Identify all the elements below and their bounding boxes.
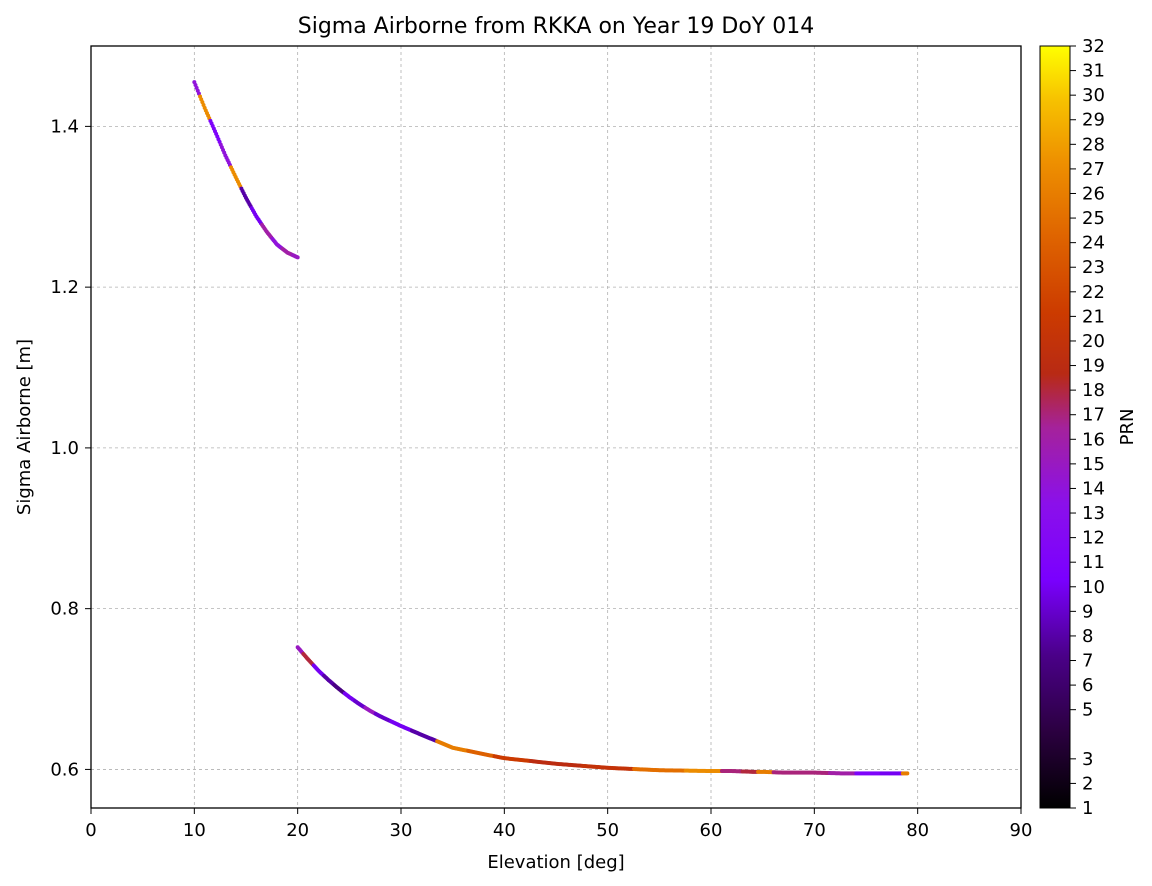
x-tick-label: 40	[493, 820, 516, 841]
colorbar-tick-label: 20	[1082, 331, 1105, 352]
colorbar-tick-label: 13	[1082, 503, 1105, 524]
colorbar-tick-label: 25	[1082, 208, 1105, 229]
colorbar-tick-label: 31	[1082, 61, 1105, 82]
colorbar-tick-label: 22	[1082, 282, 1105, 303]
colorbar-tick-label: 23	[1082, 257, 1105, 278]
colorbar-tick-label: 16	[1082, 429, 1105, 450]
y-tick-label: 1.2	[50, 277, 79, 298]
colorbar-tick-label: 18	[1082, 380, 1105, 401]
colorbar	[1039, 45, 1071, 809]
x-tick-label: 60	[700, 820, 723, 841]
colorbar-tick-label: 8	[1082, 626, 1093, 647]
colorbar-ticks: 1235678910111213141516171819202122232425…	[1070, 36, 1105, 819]
colorbar-tick-label: 21	[1082, 306, 1105, 327]
scatter-point	[295, 255, 300, 260]
colorbar-tick-label: 12	[1082, 528, 1105, 549]
x-tick-label: 70	[803, 820, 826, 841]
colorbar-tick-label: 10	[1082, 577, 1105, 598]
colorbar-tick-label: 6	[1082, 675, 1093, 696]
x-tick-label: 10	[183, 820, 206, 841]
colorbar-tick-label: 27	[1082, 159, 1105, 180]
scatter-points	[192, 80, 910, 776]
colorbar-tick-label: 5	[1082, 700, 1093, 721]
colorbar-tick-label: 2	[1082, 773, 1093, 794]
colorbar-tick-label: 24	[1082, 233, 1105, 254]
chart-title: Sigma Airborne from RKKA on Year 19 DoY …	[298, 14, 814, 39]
colorbar-tick-label: 3	[1082, 749, 1093, 770]
colorbar-label: PRN	[1117, 409, 1138, 446]
colorbar-tick-label: 1	[1082, 798, 1093, 819]
x-tick-label: 80	[906, 820, 929, 841]
colorbar-tick-label: 9	[1082, 601, 1093, 622]
x-tick-label: 0	[85, 820, 96, 841]
colorbar-tick-label: 26	[1082, 183, 1105, 204]
plot-frame	[90, 45, 1022, 809]
colorbar-tick-label: 7	[1082, 651, 1093, 672]
y-tick-label: 0.6	[50, 759, 79, 780]
y-tick-label: 1.0	[50, 438, 79, 459]
colorbar-tick-label: 15	[1082, 454, 1105, 475]
scatter-point	[905, 771, 910, 776]
x-tick-label: 20	[286, 820, 309, 841]
colorbar-tick-label: 19	[1082, 356, 1105, 377]
axis-ticks: 0 10 20 30 40 50 60 70 80 90 0.6 0.8 1.0 1.2 1.4	[50, 116, 1032, 841]
colorbar-tick-label: 11	[1082, 552, 1105, 573]
x-tick-label: 30	[390, 820, 413, 841]
colorbar-tick-label: 28	[1082, 134, 1105, 155]
x-tick-label: 90	[1010, 820, 1033, 841]
y-axis-label: Sigma Airborne [m]	[14, 339, 35, 515]
colorbar-tick-label: 17	[1082, 405, 1105, 426]
colorbar-tick-label: 14	[1082, 478, 1105, 499]
colorbar-tick-label: 30	[1082, 85, 1105, 106]
colorbar-tick-label: 29	[1082, 110, 1105, 131]
x-tick-label: 50	[596, 820, 619, 841]
y-tick-label: 0.8	[50, 599, 79, 620]
y-tick-label: 1.4	[50, 116, 79, 137]
grid-lines	[91, 46, 1021, 808]
x-axis-label: Elevation [deg]	[487, 852, 624, 873]
colorbar-tick-label: 32	[1082, 36, 1105, 57]
